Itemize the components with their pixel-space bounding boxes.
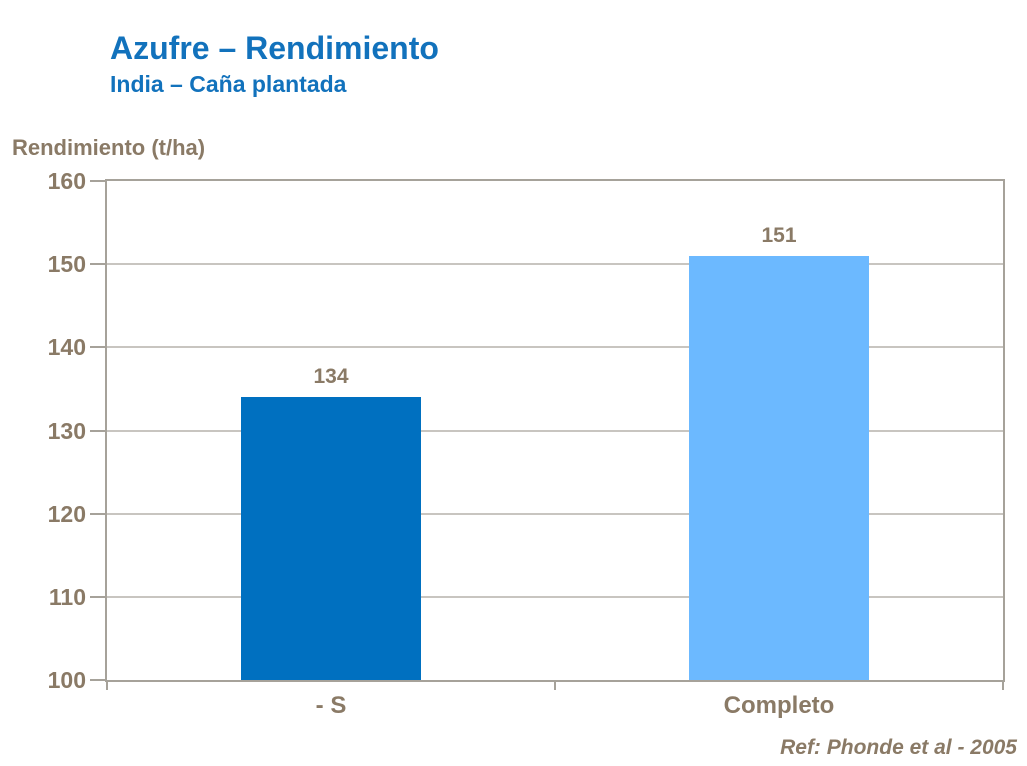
y-tick: [90, 512, 105, 515]
gridline: [107, 263, 1003, 266]
bar-value-label: 134: [313, 365, 349, 388]
y-tick-label: 120: [47, 500, 86, 527]
y-tick-label: 100: [47, 667, 86, 693]
chart-subtitle: India – Caña plantada: [110, 71, 347, 97]
y-tick: [90, 263, 105, 266]
category-label: - S: [315, 692, 347, 719]
plot-area: 134 151: [105, 179, 1005, 682]
x-tick: [1002, 681, 1004, 690]
x-tick: [554, 681, 556, 690]
chart-title: Azufre – Rendimiento: [110, 30, 439, 66]
gridline: [107, 346, 1003, 349]
y-tick-label: 130: [47, 417, 86, 444]
bar-value-label: 151: [761, 224, 797, 247]
gridline: [107, 595, 1003, 598]
bar: [241, 397, 421, 680]
y-axis-title: Rendimiento (t/ha): [12, 135, 206, 160]
y-tick: [90, 346, 105, 349]
bar: [689, 256, 869, 680]
y-tick: [90, 595, 105, 598]
reference-note: Ref: Phonde et al - 2005: [780, 736, 1017, 759]
y-tick-label: 110: [48, 583, 86, 610]
y-tick-label: 160: [47, 168, 86, 194]
y-tick-label: 140: [47, 334, 86, 361]
y-tick: [90, 679, 105, 681]
y-tick: [90, 429, 105, 432]
x-tick: [106, 681, 108, 690]
category-label: Completo: [723, 692, 835, 719]
y-tick: [90, 180, 105, 182]
gridline: [107, 429, 1003, 432]
gridline: [107, 512, 1003, 515]
y-tick-label: 150: [47, 251, 86, 278]
